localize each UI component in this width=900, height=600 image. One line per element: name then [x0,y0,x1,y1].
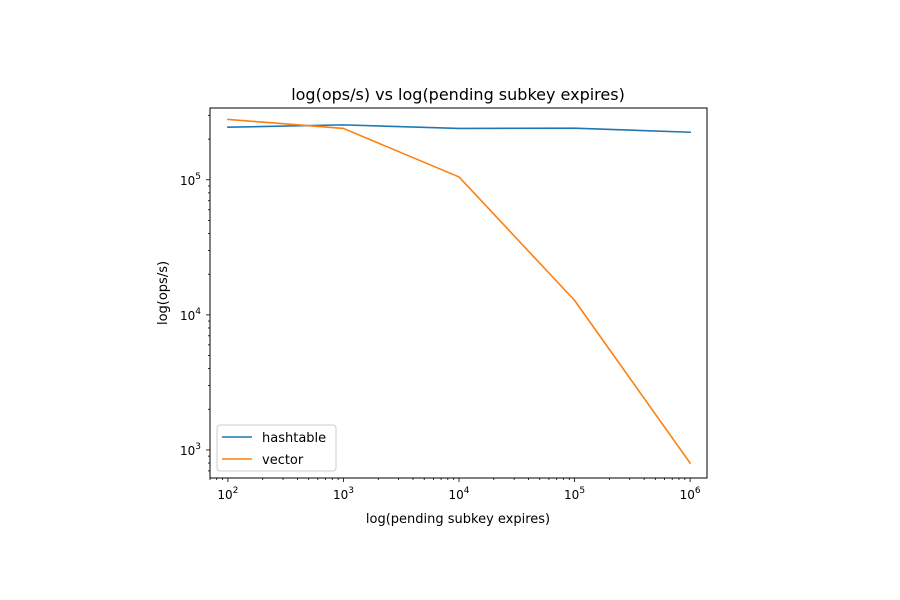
x-tick-label: 102 [217,486,238,502]
y-axis-label: log(ops/s) [156,261,171,325]
legend-label-hashtable: hashtable [262,431,326,446]
y-tick-label: 103 [180,442,201,458]
y-tick-label: 104 [180,307,201,323]
legend: hashtable vector [216,424,337,472]
plot-frame [209,107,708,479]
x-tick-label: 104 [448,486,469,502]
legend-label-vector: vector [262,453,304,468]
series-layer [227,118,692,465]
x-tick-label: 103 [333,486,354,502]
x-axis-label: log(pending subkey expires) [366,512,550,527]
y-tick-label: 105 [180,172,201,188]
chart-title: log(ops/s) vs log(pending subkey expires… [291,85,625,104]
series-line-vector [227,118,692,465]
x-tick-label: 106 [680,486,701,502]
y-axis: 103 104 105 [180,114,210,472]
legend-entries: hashtable vector [222,431,326,468]
x-tick-label: 105 [564,486,585,502]
x-axis: 102 103 104 105 106 [209,478,701,502]
